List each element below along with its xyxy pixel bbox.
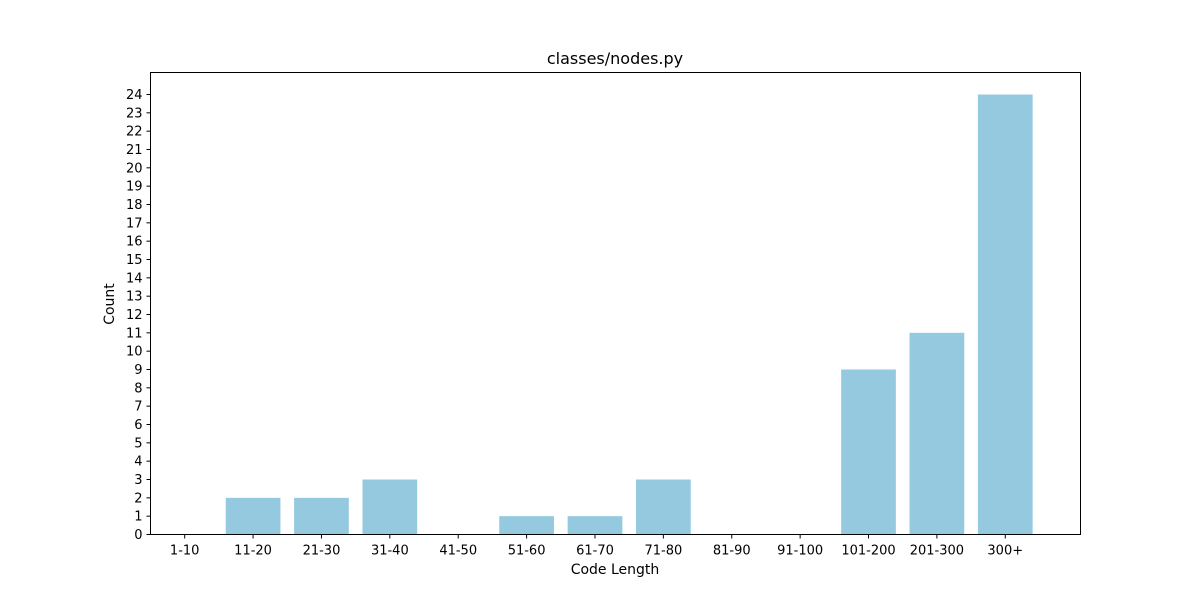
y-tick-label: 16 [126, 235, 143, 250]
bars-layer [225, 94, 1033, 535]
y-tick-label: 8 [134, 381, 142, 396]
x-tick-label: 91-100 [777, 544, 823, 559]
y-tick-label: 13 [126, 290, 143, 305]
x-tick-label: 41-50 [439, 544, 477, 559]
bar-61-70 [567, 516, 623, 535]
bar-101-200 [841, 369, 896, 535]
y-tick-label: 15 [126, 253, 143, 268]
bar-11-20 [225, 497, 281, 535]
y-tick-label: 10 [126, 345, 143, 360]
y-tick-label: 22 [126, 125, 143, 140]
y-tick-label: 9 [134, 363, 142, 378]
y-tick-label: 14 [126, 271, 143, 286]
x-tick-label: 11-20 [234, 544, 272, 559]
y-tick-label: 20 [126, 161, 143, 176]
x-tick-label: 101-200 [841, 544, 895, 559]
y-tick-label: 12 [126, 308, 143, 323]
y-tick-label: 1 [134, 510, 142, 525]
bar-51-60 [499, 516, 554, 535]
y-tick-label: 24 [126, 88, 143, 103]
x-tick-label: 61-70 [576, 544, 614, 559]
x-tick-label: 201-300 [910, 544, 964, 559]
y-tick-label: 17 [126, 216, 143, 231]
y-tick-label: 11 [126, 326, 143, 341]
x-axis: 1-10 11-20 21-30 31-40 41-50 51-60 61-70 71-80 8… [170, 534, 1023, 559]
y-axis-label: Count [102, 283, 118, 325]
y-tick-label: 3 [134, 473, 142, 488]
x-tick-label: 21-30 [303, 544, 341, 559]
y-tick-label: 0 [134, 528, 142, 543]
y-tick-label: 7 [134, 400, 142, 415]
y-tick-label: 18 [126, 198, 143, 213]
y-tick-label: 2 [134, 491, 142, 506]
y-tick-label: 5 [134, 436, 142, 451]
plot-frame [150, 72, 1081, 535]
y-tick-label: 23 [126, 106, 143, 121]
y-tick-label: 19 [126, 180, 143, 195]
x-tick-label: 1-10 [170, 544, 200, 559]
bar-31-40 [362, 479, 418, 535]
y-tick-label: 4 [134, 455, 142, 470]
bar-71-80 [636, 479, 691, 535]
x-tick-label: 31-40 [371, 544, 409, 559]
x-tick-label: 51-60 [508, 544, 546, 559]
x-tick-label: 81-90 [713, 544, 751, 559]
bar-300+ [977, 94, 1033, 535]
x-tick-label: 71-80 [644, 544, 682, 559]
x-tick-label: 300+ [987, 544, 1023, 559]
y-tick-label: 6 [134, 418, 142, 433]
bar-201-300 [909, 332, 965, 535]
x-axis-label: Code Length [571, 562, 660, 578]
bar-21-30 [294, 497, 349, 535]
chart-title: classes/nodes.py [547, 49, 683, 68]
y-tick-label: 21 [126, 143, 143, 158]
